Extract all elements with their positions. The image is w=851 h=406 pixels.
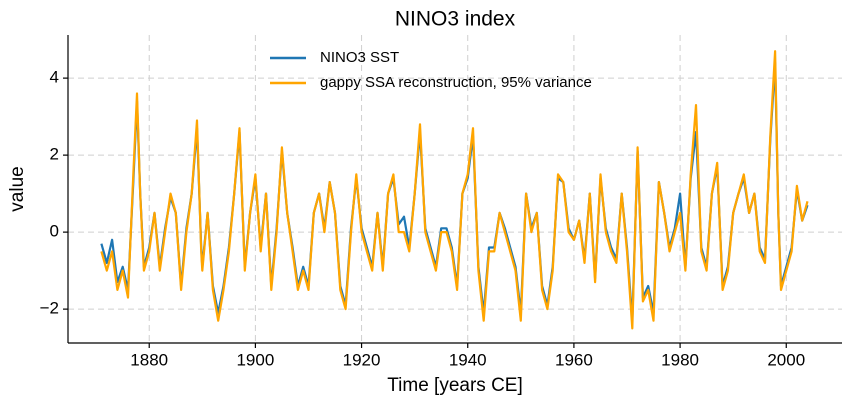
x-tick-label: 2000 — [767, 350, 805, 369]
x-tick-label: 1980 — [661, 350, 699, 369]
chart-title: NINO3 index — [395, 8, 516, 31]
y-tick-label: −2 — [40, 299, 59, 318]
x-tick-label: 1960 — [555, 350, 593, 369]
x-tick-label: 1940 — [449, 350, 487, 369]
y-axis-label: value — [7, 166, 28, 211]
x-tick-label: 1920 — [343, 350, 381, 369]
series-line — [100, 61, 809, 322]
y-tick-label: 0 — [50, 222, 59, 241]
x-tick-label: 1900 — [236, 350, 274, 369]
legend-label: gappy SSA reconstruction, 95% variance — [320, 74, 592, 91]
y-tick-label: 2 — [50, 145, 59, 164]
x-tick-label: 1880 — [130, 350, 168, 369]
x-axis-label: Time [years CE] — [387, 375, 523, 396]
series-line — [100, 50, 809, 330]
legend-label: NINO3 SST — [320, 49, 399, 66]
y-tick-label: 4 — [50, 68, 59, 87]
